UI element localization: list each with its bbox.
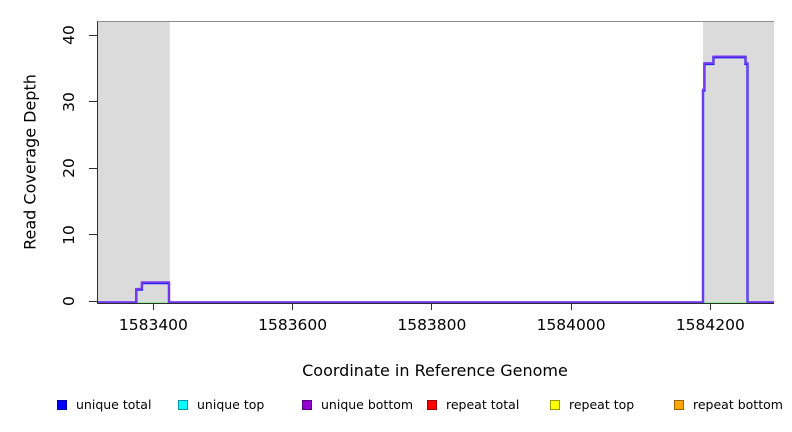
legend-item-repeat-total: repeat total [427, 397, 519, 413]
legend-label: repeat top [569, 397, 635, 412]
x-tick-mark [292, 303, 294, 310]
y-tick-mark [89, 167, 97, 169]
plot-area [97, 21, 774, 304]
legend-item-unique-bottom: unique bottom [302, 397, 413, 413]
legend-label: unique bottom [321, 397, 414, 412]
legend: unique total unique top unique bottom re… [0, 397, 792, 415]
x-tick-label: 1584000 [536, 316, 606, 334]
y-tick-mark [89, 300, 97, 302]
y-tick-label: 30 [60, 91, 78, 112]
x-axis-title: Coordinate in Reference Genome [302, 361, 568, 380]
repeat-bottom-swatch-icon [674, 400, 684, 410]
unique-total-swatch-icon [57, 400, 67, 410]
y-tick-mark [89, 101, 97, 103]
x-tick-mark [431, 303, 433, 310]
x-tick-label: 1583400 [118, 316, 188, 334]
y-tick-label: 40 [60, 25, 78, 46]
legend-item-repeat-top: repeat top [550, 397, 634, 413]
masked-region-shading [98, 22, 170, 303]
repeat-total-swatch-icon [427, 400, 437, 410]
coverage-line [98, 55, 774, 303]
x-tick-label: 1584200 [675, 316, 745, 334]
repeat-top-swatch-icon [550, 400, 560, 410]
y-tick-label: 10 [60, 224, 78, 245]
unique-top-swatch-icon [178, 400, 188, 410]
coverage-plot-svg [98, 22, 774, 303]
x-tick-mark [709, 303, 711, 310]
y-tick-label: 0 [60, 296, 78, 306]
y-axis-title: Read Coverage Depth [20, 74, 40, 250]
x-tick-mark [570, 303, 572, 310]
legend-label: repeat total [446, 397, 520, 412]
x-tick-label: 1583600 [258, 316, 328, 334]
y-tick-mark [89, 234, 97, 236]
y-tick-mark [89, 34, 97, 36]
legend-item-unique-total: unique total [57, 397, 151, 413]
masked-region-shading [703, 22, 774, 303]
legend-item-unique-top: unique top [178, 397, 264, 413]
coverage-line-under [98, 56, 774, 303]
y-tick-label: 20 [60, 158, 78, 179]
legend-label: unique top [197, 397, 265, 412]
unique-bottom-swatch-icon [302, 400, 312, 410]
legend-label: unique total [76, 397, 152, 412]
x-tick-label: 1583800 [397, 316, 467, 334]
legend-item-repeat-bottom: repeat bottom [674, 397, 783, 413]
x-tick-mark [152, 303, 154, 310]
legend-label: repeat bottom [693, 397, 783, 412]
